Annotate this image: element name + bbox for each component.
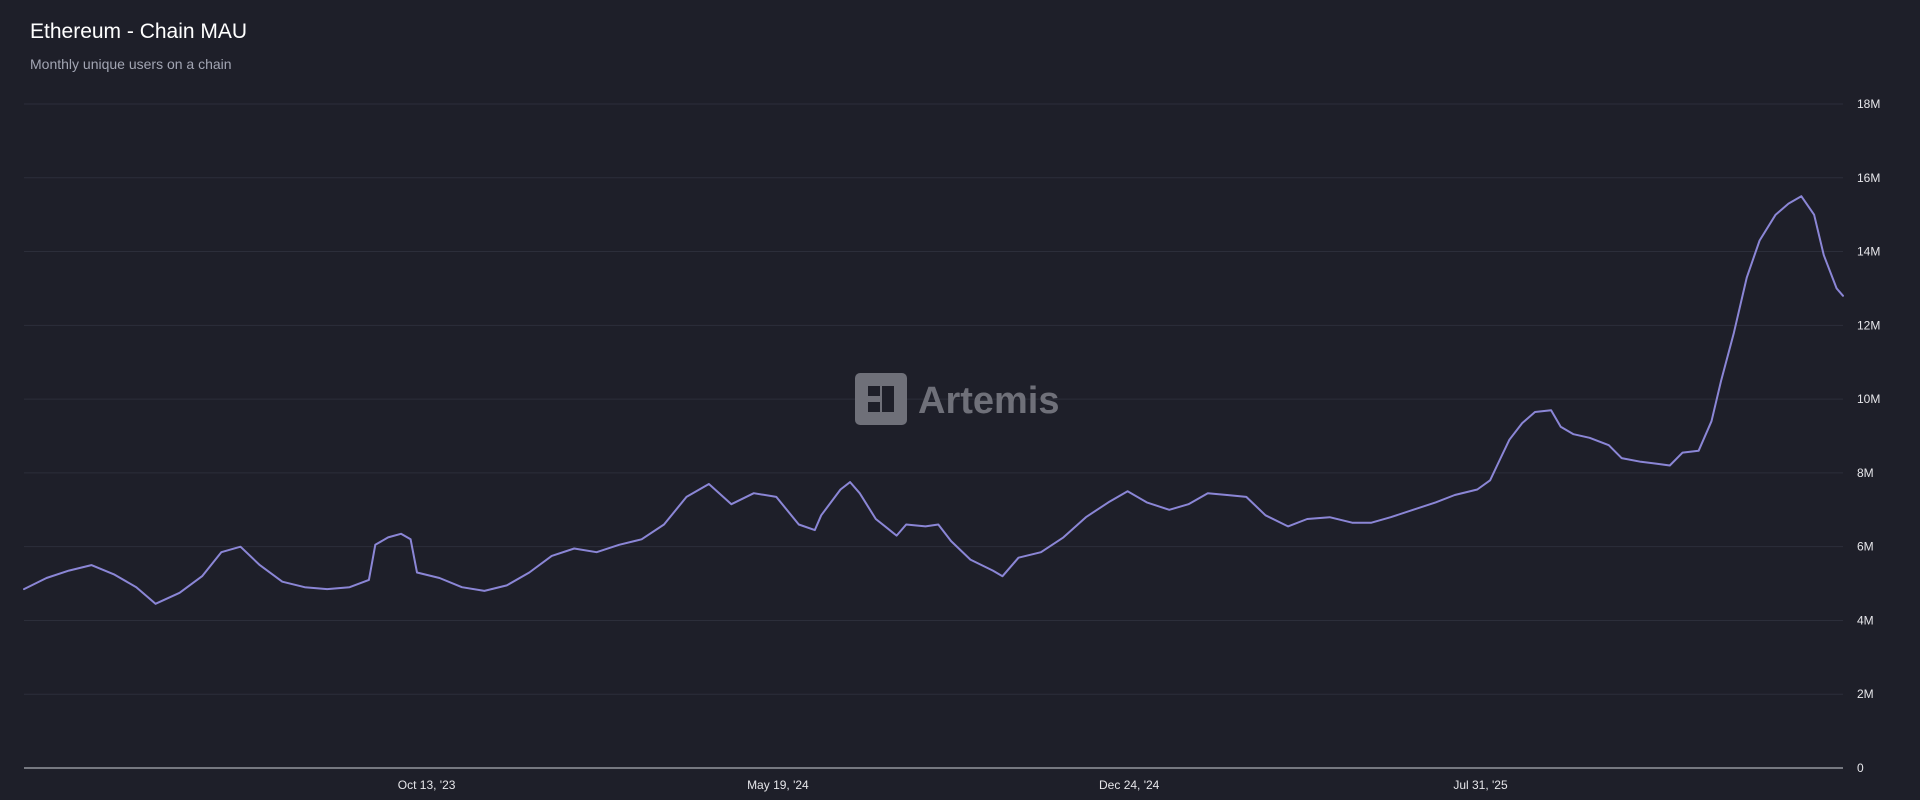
x-tick-label: Dec 24, '24 [1099,778,1160,792]
y-tick-label: 2M [1857,687,1874,701]
watermark-text: Artemis [918,380,1060,422]
artemis-logo-icon [855,373,907,425]
y-tick-label: 14M [1857,245,1880,259]
y-tick-label: 16M [1857,171,1880,185]
y-tick-label: 6M [1857,540,1874,554]
chart-subtitle: Monthly unique users on a chain [30,56,232,72]
y-tick-label: 12M [1857,318,1880,332]
y-tick-label: 18M [1857,97,1880,111]
x-axis: Oct 13, '23 May 19, '24 Dec 24, '24 Jul 31,… [24,767,1843,792]
x-tick-label: Oct 13, '23 [398,778,456,792]
y-axis: 0 2M 4M 6M 8M 10M 12M 14M 16M 18M [1857,97,1880,775]
grid-layer [24,103,1843,695]
series-line [23,195,1844,605]
y-tick-label: 4M [1857,613,1874,627]
y-tick-label: 0 [1857,761,1864,775]
x-tick-label: Jul 31, '25 [1453,778,1508,792]
y-tick-label: 8M [1857,466,1874,480]
y-tick-label: 10M [1857,392,1880,406]
chart-title: Ethereum - Chain MAU [30,20,248,43]
watermark: Artemis [855,373,1060,425]
x-tick-label: May 19, '24 [747,778,809,792]
series-layer [23,195,1844,605]
